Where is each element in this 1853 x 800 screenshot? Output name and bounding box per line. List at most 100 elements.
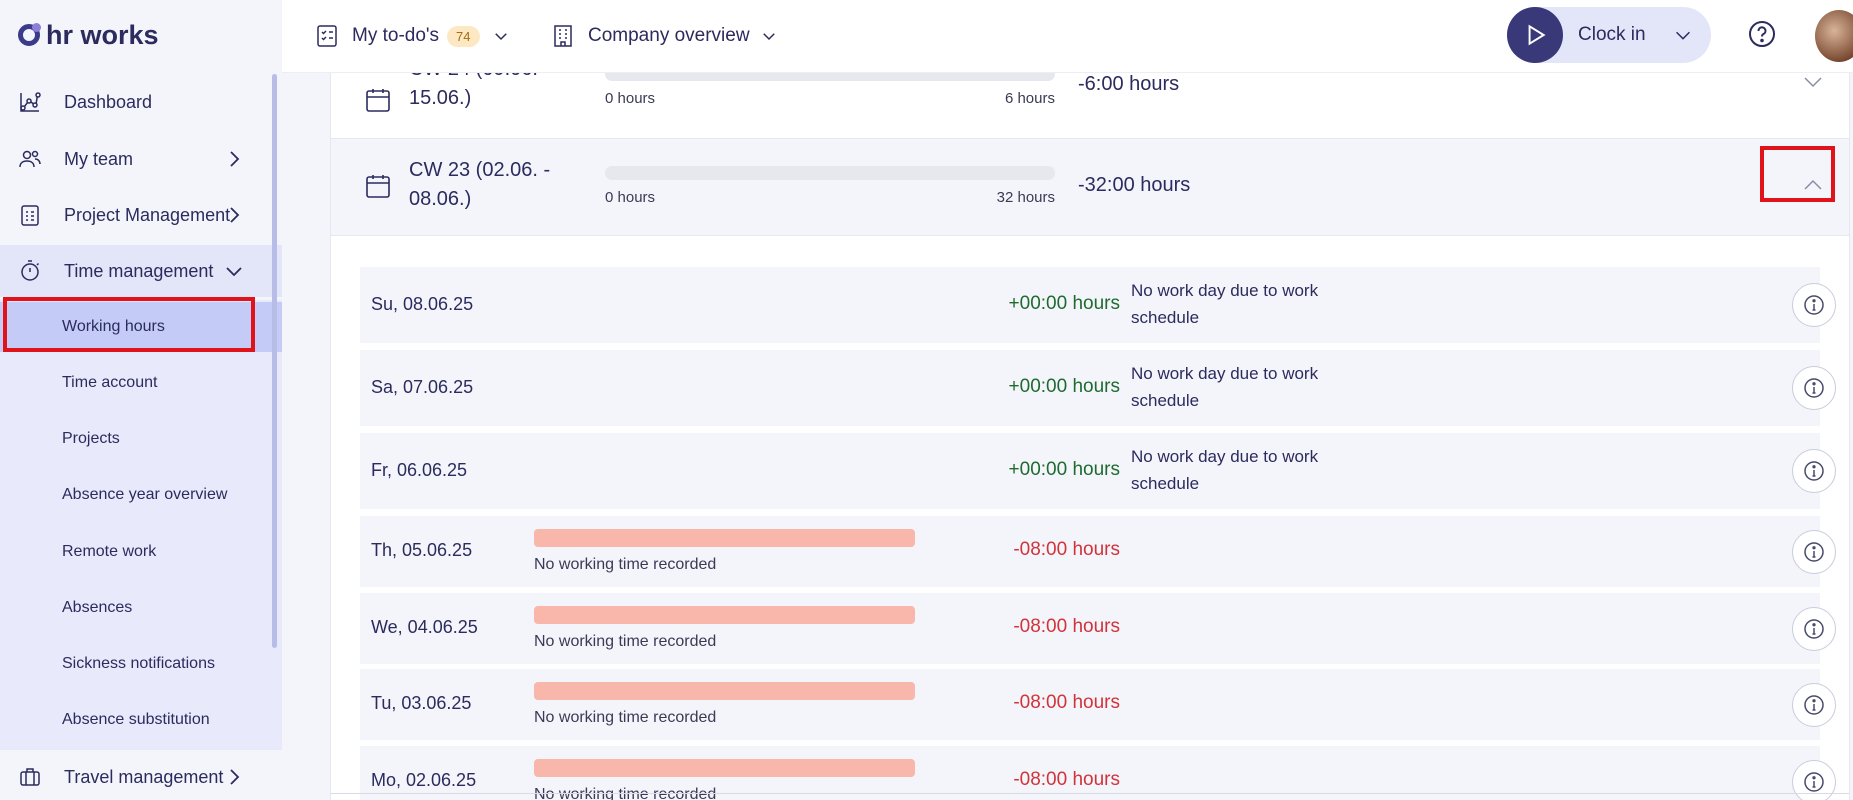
- sidebar-scrollbar[interactable]: [272, 74, 277, 648]
- day-date: Su, 08.06.25: [371, 294, 474, 314]
- week-row-expanded[interactable]: CW 23 (02.06. - 08.06.) 0 hours 32 hours…: [331, 138, 1849, 236]
- play-icon: [1507, 7, 1563, 63]
- sidebar-item-time-management[interactable]: Time management: [0, 245, 282, 297]
- sidebar-subitem-absences[interactable]: Absences: [0, 583, 270, 633]
- clock-in-button[interactable]: Clock in: [1507, 7, 1711, 63]
- missing-time-note: No working time recorded: [534, 709, 717, 726]
- todos-dropdown[interactable]: My to-do's 74: [316, 20, 510, 52]
- week-row[interactable]: CW 24 (09.06. - 15.06.) 0 hours 6 hours …: [331, 73, 1849, 137]
- day-row[interactable]: Tu, 03.06.25 No working time recorded -0…: [360, 669, 1836, 740]
- checklist-icon: [317, 25, 337, 47]
- day-hours: +00:00 hours: [1008, 459, 1120, 480]
- day-date: We, 04.06.25: [371, 617, 478, 637]
- missing-time-bar: [534, 606, 915, 624]
- todos-count-badge: 74: [447, 25, 480, 47]
- logo-mark-icon: [18, 23, 41, 46]
- day-row[interactable]: We, 04.06.25 No working time recorded -0…: [360, 593, 1836, 664]
- highlight-box-working-hours: [3, 297, 255, 352]
- week-max-label: 32 hours: [996, 189, 1055, 206]
- calendar-icon: [366, 175, 390, 198]
- missing-time-bar: [534, 529, 915, 547]
- clock-in-label: Clock in: [1578, 24, 1646, 45]
- week-expand-toggle[interactable]: [1796, 73, 1830, 95]
- sidebar-item-travel-management[interactable]: Travel management: [0, 751, 270, 800]
- week-balance: -6:00 hours: [1078, 73, 1180, 95]
- sidebar-subitem-label: Absences: [62, 599, 133, 616]
- brand-logo[interactable]: hr works: [18, 18, 159, 52]
- dashboard-icon: [18, 90, 42, 114]
- info-icon[interactable]: [1792, 530, 1836, 574]
- week-collapse-toggle[interactable]: [1796, 172, 1830, 198]
- sidebar-item-my-team[interactable]: My team: [0, 133, 270, 185]
- calendar-icon: [366, 89, 390, 112]
- day-hours: -08:00 hours: [1013, 616, 1120, 637]
- missing-time-note: No working time recorded: [534, 556, 717, 573]
- sidebar-subitem-label: Working hours: [62, 318, 165, 335]
- sidebar-subitem-label: Absence year overview: [62, 486, 228, 503]
- info-icon[interactable]: [1792, 449, 1836, 493]
- chevron-right-icon: [230, 151, 240, 167]
- sidebar-item-label: Project Management: [64, 204, 231, 225]
- time-management-submenu: Working hours Time account Projects Abse…: [0, 300, 282, 750]
- panel-bottom-divider: [331, 793, 1849, 794]
- day-row[interactable]: Mo, 02.06.25 No working time recorded -0…: [360, 746, 1836, 800]
- day-hours: -08:00 hours: [1013, 769, 1120, 790]
- sidebar-subitem-label: Absence substitution: [62, 711, 210, 728]
- sidebar-item-label: My team: [64, 148, 134, 169]
- day-note: No work day due to work schedule: [1131, 364, 1319, 410]
- sidebar: hr works Dashboard My team Project Manag…: [0, 0, 282, 800]
- week-title: CW 24 (09.06. - 15.06.): [409, 73, 550, 109]
- sidebar-item-dashboard[interactable]: Dashboard: [0, 76, 270, 128]
- info-icon[interactable]: [1792, 760, 1836, 800]
- luggage-icon: [18, 765, 42, 789]
- week-max-label: 6 hours: [1004, 90, 1055, 107]
- stopwatch-icon: [18, 259, 42, 283]
- sidebar-subitem-absence-substitution[interactable]: Absence substitution: [0, 695, 270, 745]
- week-title: CW 23 (02.06. - 08.06.): [409, 159, 551, 210]
- missing-time-bar: [534, 759, 915, 777]
- help-icon[interactable]: [1748, 20, 1776, 48]
- logo-text: hr works: [46, 19, 159, 50]
- day-date: Tu, 03.06.25: [371, 693, 472, 713]
- day-row[interactable]: Sa, 07.06.25 +00:00 hours No work day du…: [360, 350, 1836, 426]
- sidebar-subitem-absence-year-overview[interactable]: Absence year overview: [0, 470, 270, 520]
- info-icon[interactable]: [1792, 283, 1836, 327]
- info-icon[interactable]: [1792, 607, 1836, 651]
- info-icon[interactable]: [1792, 683, 1836, 727]
- day-note: No work day due to work schedule: [1131, 447, 1319, 493]
- sidebar-subitem-label: Remote work: [62, 543, 157, 560]
- info-icon[interactable]: [1792, 366, 1836, 410]
- sidebar-item-project-management[interactable]: Project Management: [0, 189, 270, 241]
- missing-time-note: No working time recorded: [534, 633, 717, 650]
- sidebar-subitem-remote-work[interactable]: Remote work: [0, 527, 270, 577]
- sidebar-item-label: Time management: [64, 260, 214, 281]
- day-row[interactable]: Th, 05.06.25 No working time recorded -0…: [360, 516, 1836, 587]
- sidebar-subitem-projects[interactable]: Projects: [0, 414, 270, 464]
- sidebar-subitem-time-account[interactable]: Time account: [0, 358, 270, 408]
- day-row[interactable]: Fr, 06.06.25 +00:00 hours No work day du…: [360, 433, 1836, 509]
- highlight-box-collapse-toggle: [1760, 146, 1835, 202]
- chevron-up-icon: [1804, 179, 1822, 190]
- company-overview-dropdown[interactable]: Company overview: [552, 20, 778, 52]
- week-balance: -32:00 hours: [1078, 174, 1191, 196]
- chevron-down-icon: [494, 33, 507, 41]
- day-row[interactable]: Su, 08.06.25 +00:00 hours No work day du…: [360, 267, 1836, 343]
- day-hours: -08:00 hours: [1013, 539, 1120, 560]
- sidebar-subitem-label: Time account: [62, 374, 158, 391]
- chevron-right-icon: [230, 207, 240, 223]
- clipboard-icon: [18, 203, 42, 227]
- day-hours: +00:00 hours: [1008, 293, 1120, 314]
- chevron-down-icon[interactable]: [1672, 24, 1694, 46]
- day-hours: +00:00 hours: [1008, 376, 1120, 397]
- sidebar-item-label: Travel management: [64, 766, 224, 787]
- sidebar-subitem-sickness-notifications[interactable]: Sickness notifications: [0, 639, 270, 689]
- todos-label: My to-do's: [352, 25, 440, 46]
- week-min-label: 0 hours: [605, 90, 656, 107]
- team-icon: [18, 147, 42, 171]
- sidebar-subitem-working-hours[interactable]: Working hours: [0, 302, 282, 352]
- sidebar-subitem-label: Projects: [62, 430, 120, 447]
- day-date: Th, 05.06.25: [371, 540, 473, 560]
- user-avatar[interactable]: [1815, 10, 1853, 62]
- chevron-down-icon: [226, 267, 242, 277]
- week-progress-bar: [605, 166, 1055, 180]
